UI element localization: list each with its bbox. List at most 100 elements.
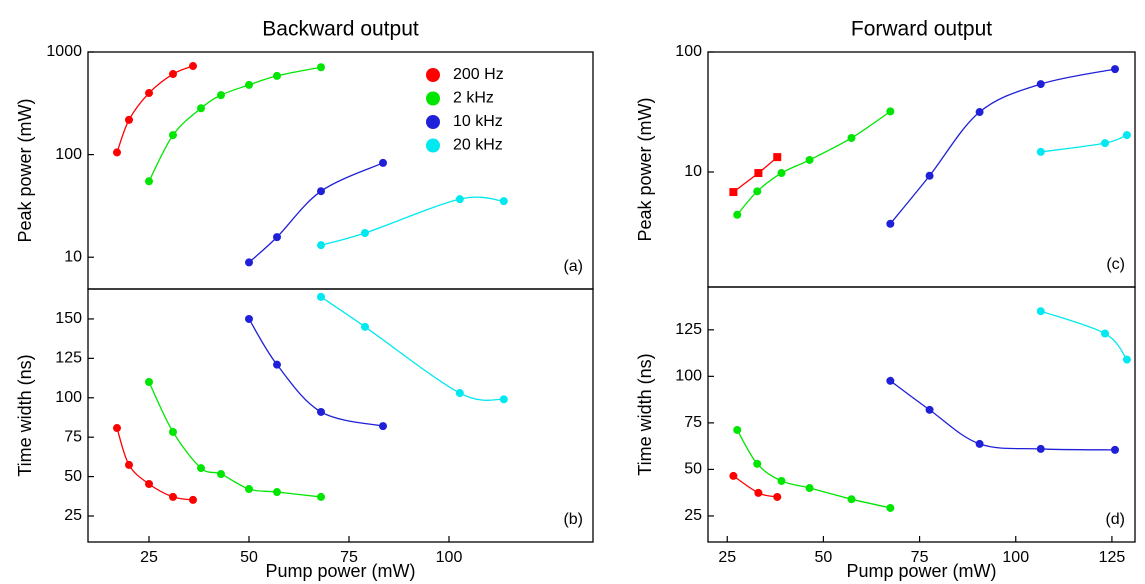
plot-frame (87, 51, 594, 290)
data-point (379, 422, 387, 431)
data-point (753, 187, 762, 196)
data-point (113, 424, 121, 433)
data-point (925, 405, 934, 414)
data-point (455, 195, 464, 204)
plot-frame (707, 51, 1136, 288)
data-point (847, 495, 856, 504)
legend-label: 10 kHz (453, 113, 503, 130)
y-tick-label: 75 (684, 414, 702, 431)
data-point (886, 107, 895, 116)
data-point (805, 155, 814, 164)
data-point (273, 488, 281, 497)
y-tick-label: 25 (64, 507, 82, 524)
data-point (733, 210, 742, 219)
data-point (805, 484, 814, 493)
data-point (317, 407, 325, 416)
data-point (499, 395, 508, 404)
data-point (361, 229, 369, 238)
data-point (217, 91, 225, 100)
data-point (455, 389, 464, 398)
data-point (754, 169, 763, 178)
fit-curve (148, 66, 322, 182)
data-point (189, 495, 197, 504)
data-point (317, 241, 325, 250)
data-point (975, 439, 984, 448)
y-tick-label: 1000 (46, 43, 82, 60)
y-axis-label: Time width (ns) (15, 354, 35, 476)
data-point (317, 187, 325, 196)
fit-curve (320, 196, 504, 246)
data-point (1110, 65, 1119, 74)
data-point (245, 485, 253, 494)
data-point (1036, 147, 1045, 156)
data-point (729, 188, 738, 197)
x-tick-label: 75 (911, 549, 929, 566)
data-point (273, 360, 281, 369)
x-axis-label: Pump power (mW) (265, 561, 415, 581)
data-point (145, 89, 153, 98)
data-point (217, 470, 225, 479)
data-point (245, 258, 253, 267)
y-tick-label: 150 (55, 310, 82, 327)
data-point (145, 177, 153, 186)
x-tick-label: 50 (815, 549, 833, 566)
data-point (197, 464, 205, 473)
y-tick-label: 50 (684, 461, 702, 478)
fit-curve (248, 318, 384, 427)
y-tick-label: 125 (675, 321, 702, 338)
y-axis-label: Peak power (mW) (15, 98, 35, 242)
legend-marker (426, 138, 440, 153)
y-tick-label: 100 (675, 43, 702, 60)
data-point (145, 479, 153, 488)
data-point (1036, 307, 1045, 316)
data-point (925, 171, 934, 180)
x-tick-label: 25 (718, 549, 736, 566)
fit-curve (248, 162, 384, 263)
data-point (317, 292, 325, 301)
data-point (273, 233, 281, 242)
data-point (379, 158, 387, 167)
panel-annotation: (a) (563, 258, 583, 275)
y-tick-label: 10 (64, 248, 82, 265)
data-point (245, 80, 253, 89)
data-point (886, 503, 895, 512)
data-point (197, 104, 205, 113)
data-point (499, 197, 508, 206)
data-point (1122, 355, 1131, 364)
x-axis-label: Pump power (mW) (846, 561, 996, 581)
fit-curve (736, 110, 891, 216)
data-point (113, 148, 121, 157)
data-point (1100, 139, 1109, 148)
legend-label: 2 kHz (453, 90, 494, 107)
data-point (125, 460, 133, 469)
data-point (273, 71, 281, 80)
data-point (169, 427, 177, 436)
fit-curve (1040, 134, 1128, 153)
data-point (773, 153, 782, 162)
y-axis-label: Peak power (mW) (635, 97, 655, 241)
legend-marker (426, 91, 440, 106)
data-point (754, 488, 763, 497)
fit-curve (1040, 310, 1128, 361)
panel-annotation: (d) (1105, 511, 1125, 528)
data-point (169, 70, 177, 79)
data-point (361, 322, 369, 331)
data-point (777, 476, 786, 485)
data-point (317, 492, 325, 501)
legend-marker (426, 68, 440, 82)
data-point (1036, 444, 1045, 453)
data-point (245, 314, 253, 323)
x-tick-label: 75 (340, 549, 358, 566)
data-point (847, 133, 856, 142)
data-point (189, 62, 197, 71)
data-point (753, 459, 762, 468)
panel-title: Forward output (851, 18, 992, 41)
data-point (1100, 329, 1109, 338)
y-tick-label: 50 (64, 468, 82, 485)
data-point (169, 131, 177, 140)
data-point (733, 425, 742, 434)
data-point (1036, 80, 1045, 89)
y-tick-label: 100 (55, 389, 82, 406)
data-point (886, 219, 895, 228)
